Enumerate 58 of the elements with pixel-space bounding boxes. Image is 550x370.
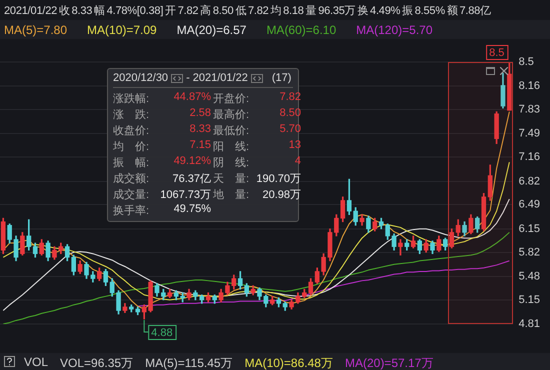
annotation: 阴 线: <box>213 156 250 170</box>
annotation: 4 <box>294 155 301 169</box>
text: MA(5)=7.80 <box>4 23 68 37</box>
y-tick-label: 6.49 <box>518 198 540 211</box>
y-tick-label: 7.83 <box>518 104 540 116</box>
annotation: 成交额: <box>113 172 150 186</box>
text: MA(20)=57.17万 <box>344 355 434 370</box>
annotation: 76.37亿 <box>171 172 211 186</box>
text: MA(120)=5.70 <box>356 23 433 37</box>
annotation: 8.50 <box>278 107 301 121</box>
annotation: 1067.73万 <box>159 188 211 202</box>
y-tick-label: 5.48 <box>518 270 540 282</box>
annotation: 天 量: <box>213 172 250 186</box>
annotation: 49.12% <box>172 155 211 169</box>
annotation: 44.87% <box>172 91 211 105</box>
annotation: 7.82 <box>278 91 301 105</box>
annotation: 振 幅: <box>113 156 150 170</box>
text: MA(10)=7.09 <box>87 23 157 37</box>
annotation: 2.58 <box>188 107 211 121</box>
y-tick-label: 4.81 <box>518 318 540 330</box>
text: MA(60)=6.10 <box>266 23 336 37</box>
annotation: 涨跌幅: <box>113 92 150 106</box>
y-tick-label: 7.16 <box>518 151 540 164</box>
annotation: 换手率: <box>113 204 150 218</box>
annotation: - 2021/01/22 <box>186 72 248 84</box>
annotation: 涨 跌: <box>113 108 150 122</box>
y-tick-label: 8.5 <box>518 56 534 68</box>
annotation: 最高价: <box>213 108 250 122</box>
annotation: 地 量: <box>213 188 250 202</box>
text: MA(5)=115.45万 <box>145 355 233 370</box>
annotation: 5.70 <box>278 123 301 137</box>
y-tick-label: 8.16 <box>518 80 540 92</box>
annotation: (17) <box>272 72 292 84</box>
annotation: 49.75% <box>172 203 211 217</box>
annotation: 20.98万 <box>261 188 301 202</box>
text: 8.5 <box>489 47 504 60</box>
y-tick-label: 6.82 <box>518 175 540 188</box>
annotation: 成交量: <box>113 188 150 202</box>
text: MA(20)=6.57 <box>176 23 246 37</box>
text: VOL <box>24 355 48 370</box>
text: MA(10)=86.48万 <box>244 355 333 370</box>
y-tick-label: 6.15 <box>518 222 540 235</box>
annotation: 开盘价: <box>213 92 250 106</box>
annotation: 13 <box>288 139 301 153</box>
y-tick-label: 7.49 <box>518 128 540 140</box>
annotation: 8.33 <box>188 123 211 137</box>
annotation: 阳 线: <box>213 140 250 154</box>
y-tick-label: 5.15 <box>518 294 540 306</box>
annotation: 7.15 <box>188 139 211 153</box>
annotation: 收盘价: <box>113 124 150 138</box>
y-tick-label: 5.82 <box>518 246 540 258</box>
annotation: 最低价: <box>213 124 250 138</box>
text: 4.88 <box>151 327 173 340</box>
annotation: 均 价: <box>113 140 150 154</box>
annotation: 2020/12/30 <box>113 72 168 84</box>
annotation: 190.70万 <box>255 172 301 186</box>
text: VOL=96.35万 <box>60 355 134 370</box>
chart-title: 2021/01/22 收 8.33 幅 4.78%[0.38] 开 7.82 高 8.50 低 7.82 均 8.18 量 96.35万 换 4.49% 振 8.55% 额 7.88亿 <box>4 4 491 18</box>
